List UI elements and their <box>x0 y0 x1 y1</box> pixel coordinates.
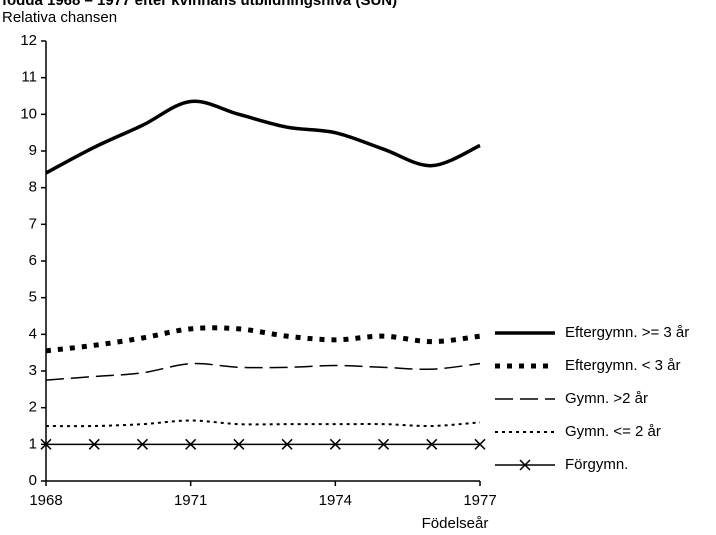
y-tick-label: 1 <box>29 435 37 452</box>
y-axis-label: Relativa chansen <box>2 9 117 26</box>
y-tick-label: 4 <box>29 325 37 342</box>
series-line <box>45 419 481 428</box>
x-tick-label: 1968 <box>29 492 62 509</box>
marker <box>88 438 100 450</box>
x-axis-label: Födelseår <box>422 515 489 532</box>
x-tick-label: 1977 <box>463 492 496 509</box>
marker <box>40 438 52 450</box>
marker <box>329 438 341 450</box>
y-tick-label: 5 <box>29 289 37 306</box>
y-tick-label: 9 <box>29 142 37 159</box>
series-line <box>45 99 481 175</box>
marker <box>233 438 245 450</box>
y-tick-label: 10 <box>20 105 37 122</box>
legend-label: Gymn. <= 2 år <box>565 423 661 440</box>
y-tick-label: 0 <box>29 472 37 489</box>
legend-label: Förgymn. <box>565 456 628 473</box>
y-tick-label: 2 <box>29 399 37 416</box>
marker <box>378 438 390 450</box>
series-line <box>45 362 481 381</box>
x-tick-label: 1974 <box>319 492 352 509</box>
chart-title: födda 1968 – 1977 efter kvinnans utbildn… <box>2 0 397 9</box>
series-line <box>45 325 481 354</box>
marker <box>474 438 486 450</box>
y-tick-label: 8 <box>29 179 37 196</box>
legend-marker <box>519 459 531 471</box>
legend-label: Gymn. >2 år <box>565 390 648 407</box>
y-tick-label: 3 <box>29 362 37 379</box>
marker <box>281 438 293 450</box>
x-tick-label: 1971 <box>174 492 207 509</box>
marker <box>185 438 197 450</box>
y-tick-label: 6 <box>29 252 37 269</box>
legend-label: Eftergymn. >= 3 år <box>565 324 689 341</box>
legend-label: Eftergymn. < 3 år <box>565 357 680 374</box>
y-tick-label: 11 <box>21 69 37 86</box>
marker <box>136 438 148 450</box>
y-tick-label: 12 <box>20 32 37 49</box>
marker <box>426 438 438 450</box>
y-tick-label: 7 <box>29 215 37 232</box>
